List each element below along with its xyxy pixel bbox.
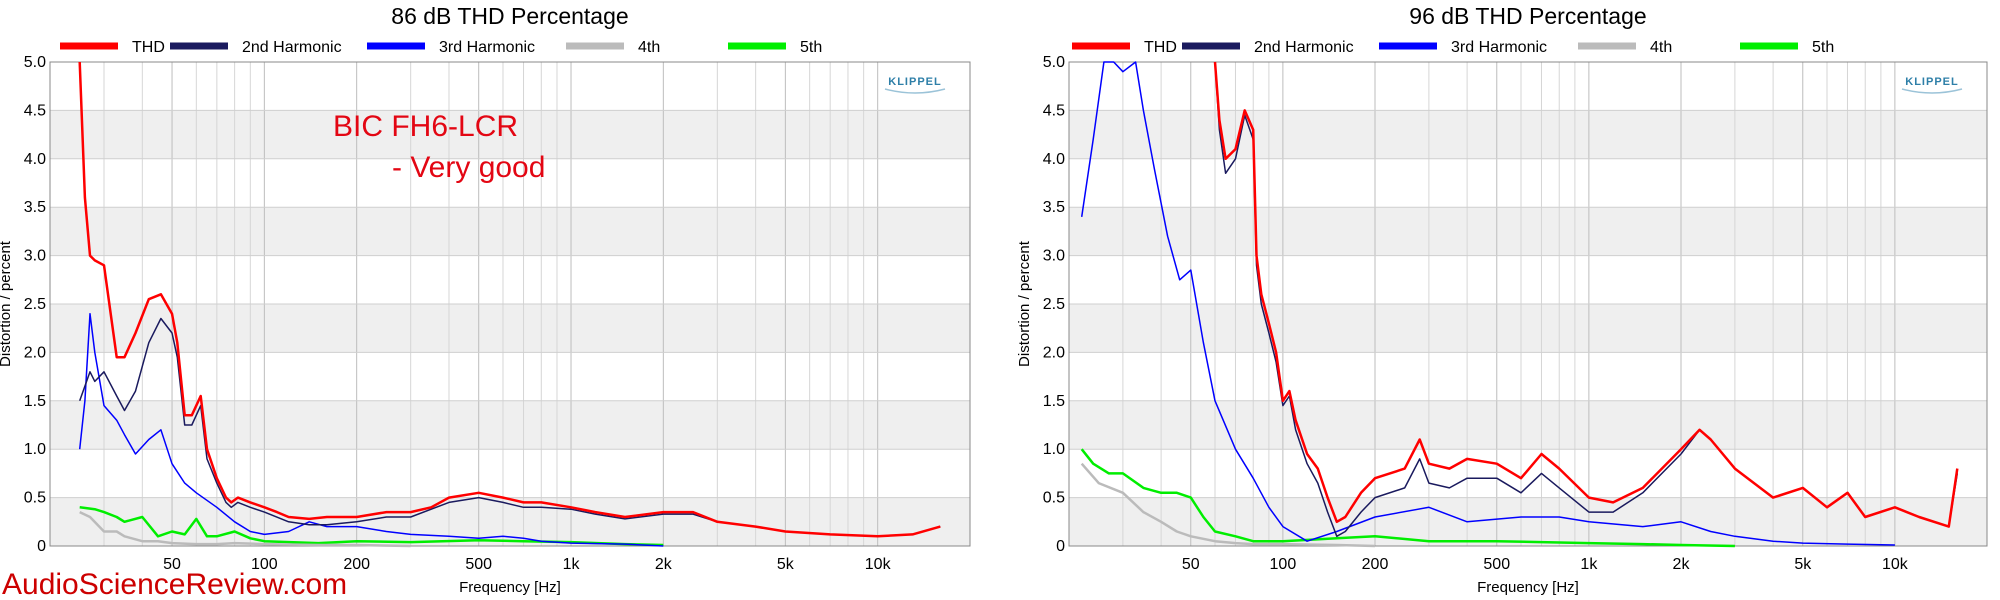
y-tick-label: 5.0 — [24, 54, 46, 71]
x-tick-label: 2k — [1673, 556, 1691, 573]
y-tick-label: 1.5 — [1043, 393, 1065, 410]
y-tick-label: 4.5 — [24, 102, 46, 119]
brand-swoosh — [884, 88, 946, 94]
plot-frame — [1068, 61, 1988, 547]
x-tick-label: 5k — [1794, 556, 1812, 573]
grid-band — [1069, 158, 1987, 208]
y-tick-label: 0.5 — [24, 490, 46, 507]
chart-panel-2: 0 0.5 1.0 1.5 2.0 2.5 3.0 3.5 4.0 4.5 5.0 50 100 200 5… — [1016, 3, 1988, 596]
x-tick-label: 100 — [251, 556, 278, 573]
y-tick-label: 3.5 — [1043, 199, 1065, 216]
y-tick-label: 1.0 — [24, 441, 46, 458]
x-tick-label: 500 — [465, 556, 492, 573]
x-tick-label: 200 — [1362, 556, 1389, 573]
y-tick-label: 4.0 — [24, 151, 46, 168]
legend-label: 2nd Harmonic — [242, 39, 342, 56]
y-axis-label: Distortion / percent — [0, 240, 14, 367]
series-line-4th — [79, 510, 411, 548]
chart-panel-1: 0 0.5 1.0 1.5 2.0 2.5 3.0 3.5 4.0 4.5 5.0 50 100 200 5… — [0, 3, 971, 596]
legend-label: THD — [132, 39, 165, 56]
x-tick-label: 1k — [563, 556, 581, 573]
grid-band — [50, 497, 970, 546]
legend-label: 5th — [800, 39, 822, 56]
annotation-line: - Very good — [392, 151, 545, 184]
grid-band — [50, 449, 970, 498]
x-tick-label: 5k — [777, 556, 795, 573]
y-tick-label: 0 — [1056, 538, 1065, 555]
y-tick-label: 2.5 — [24, 296, 46, 313]
brand-swoosh — [1901, 88, 1963, 94]
x-axis-label: Frequency [Hz] — [459, 579, 561, 596]
y-tick-label: 1.5 — [24, 393, 46, 410]
x-tick-label: 200 — [343, 556, 370, 573]
legend-label: 4th — [1650, 39, 1672, 56]
x-tick-label: 10k — [1882, 556, 1909, 573]
y-tick-label: 4.0 — [1043, 151, 1065, 168]
grid-band — [1069, 62, 1987, 111]
grid-band — [1069, 497, 1987, 546]
legend-label: 3rd Harmonic — [1451, 39, 1547, 56]
chart-title: 86 dB THD Percentage — [391, 3, 628, 29]
grid-band — [50, 158, 970, 208]
x-tick-label: 50 — [1182, 556, 1200, 573]
series-line-thd — [78, 61, 941, 538]
series-line-4th — [1080, 462, 1376, 548]
x-tick-label: 100 — [1270, 556, 1297, 573]
y-tick-label: 4.5 — [1043, 102, 1065, 119]
plot-frame — [49, 61, 971, 547]
chart-title: 96 dB THD Percentage — [1409, 3, 1646, 29]
grid-band — [1069, 400, 1987, 450]
y-tick-label: 1.0 — [1043, 441, 1065, 458]
grid-band — [1069, 304, 1987, 353]
y-tick-label: 3.0 — [1043, 248, 1065, 265]
y-tick-label: 2.0 — [1043, 344, 1065, 361]
grid-band — [50, 255, 970, 304]
grid-band — [1069, 207, 1987, 256]
series-line-2nd-harmonic — [78, 317, 941, 538]
legend-label: 2nd Harmonic — [1254, 39, 1354, 56]
y-tick-label: 3.5 — [24, 199, 46, 216]
x-tick-label: 50 — [163, 556, 181, 573]
y-axis-label: Distortion / percent — [1016, 240, 1033, 367]
grid-band — [1069, 110, 1987, 159]
y-tick-label: 5.0 — [1043, 54, 1065, 71]
y-tick-label: 0 — [37, 538, 46, 555]
x-tick-label: 1k — [1580, 556, 1598, 573]
series-line-3rd-harmonic — [1080, 61, 1895, 546]
grid-band — [1069, 255, 1987, 304]
y-tick-label: 2.0 — [24, 344, 46, 361]
grid-band — [1069, 352, 1987, 401]
grid-band — [50, 110, 970, 159]
y-tick-label: 0.5 — [1043, 490, 1065, 507]
grid-band — [50, 352, 970, 401]
series-line-3rd-harmonic — [78, 312, 664, 547]
grid-band — [50, 304, 970, 353]
grid-band — [50, 207, 970, 256]
x-tick-label: 2k — [655, 556, 673, 573]
series-line-5th — [1080, 448, 1735, 548]
watermark: AudioScienceReview.com — [2, 568, 347, 600]
legend-label: THD — [1144, 39, 1177, 56]
grid-band — [1069, 449, 1987, 498]
x-tick-label: 10k — [865, 556, 892, 573]
series-line-5th — [79, 506, 664, 547]
brand-logo: KLIPPEL — [1905, 76, 1958, 88]
grid-band — [50, 62, 970, 111]
x-axis-label: Frequency [Hz] — [1477, 579, 1579, 596]
legend-label: 5th — [1812, 39, 1834, 56]
y-tick-label: 2.5 — [1043, 296, 1065, 313]
annotation-line: BIC FH6-LCR — [333, 110, 518, 143]
y-tick-label: 3.0 — [24, 248, 46, 265]
brand-logo: KLIPPEL — [888, 76, 941, 88]
x-tick-label: 500 — [1483, 556, 1510, 573]
legend-label: 4th — [638, 39, 660, 56]
legend-label: 3rd Harmonic — [439, 39, 535, 56]
series-line-thd — [1213, 61, 1959, 528]
